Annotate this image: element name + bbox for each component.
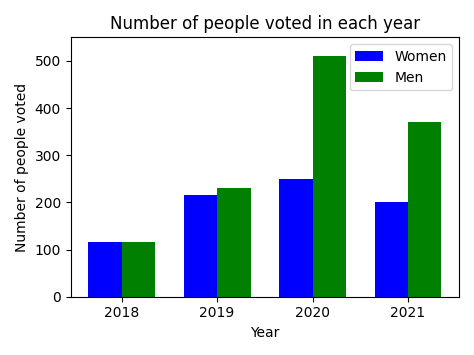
Bar [312,56,346,297]
Bar [279,179,312,297]
Title: Number of people voted in each year: Number of people voted in each year [110,15,420,33]
Bar [184,195,217,297]
Bar [374,202,408,297]
X-axis label: Year: Year [250,326,280,340]
Legend: Women, Men: Women, Men [350,44,452,90]
Bar [88,242,122,297]
Bar [217,188,251,297]
Y-axis label: Number of people voted: Number of people voted [15,82,29,252]
Bar [122,242,155,297]
Bar [408,122,441,297]
